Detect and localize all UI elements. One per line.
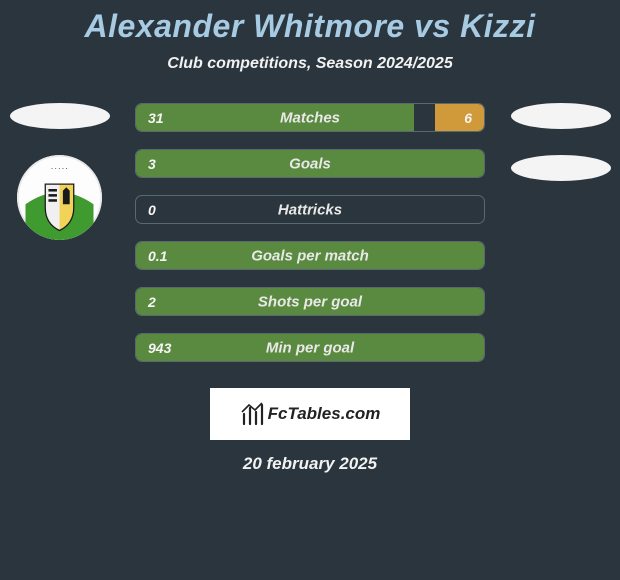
stat-label: Shots per goal: [258, 293, 362, 310]
page-title: Alexander Whitmore vs Kizzi: [0, 8, 620, 45]
stat-value-right: 6: [464, 110, 472, 126]
stats-table: 31 6 Matches 3 Goals 0 Hattricks 0.1 Goals per m…: [135, 103, 485, 362]
stat-row: 31 6 Matches: [135, 103, 485, 132]
right-ellipse-placeholder-1: [511, 103, 611, 129]
stat-row: 3 Goals: [135, 149, 485, 178]
stat-value-left: 0.1: [148, 248, 167, 264]
stat-label: Goals per match: [251, 247, 369, 264]
date-line: 20 february 2025: [0, 454, 620, 474]
svg-text:· · · · ·: · · · · ·: [51, 166, 68, 172]
stat-row: 943 Min per goal: [135, 333, 485, 362]
crest-svg-icon: · · · · ·: [17, 155, 102, 240]
stat-label: Min per goal: [266, 339, 354, 356]
stat-value-left: 943: [148, 340, 171, 356]
bar-right: [435, 104, 484, 131]
subtitle: Club competitions, Season 2024/2025: [0, 55, 620, 73]
stat-row: 2 Shots per goal: [135, 287, 485, 316]
stat-label: Matches: [280, 109, 340, 126]
right-player-column: [503, 103, 618, 207]
left-ellipse-placeholder: [10, 103, 110, 129]
right-ellipse-placeholder-2: [511, 155, 611, 181]
comparison-card: Alexander Whitmore vs Kizzi Club competi…: [0, 0, 620, 474]
stat-row: 0 Hattricks: [135, 195, 485, 224]
stat-value-left: 2: [148, 294, 156, 310]
left-club-crest: · · · · ·: [17, 155, 102, 240]
left-player-column: · · · · ·: [2, 103, 117, 240]
stat-row: 0.1 Goals per match: [135, 241, 485, 270]
brand-text: FcTables.com: [268, 404, 381, 424]
brand-box: FcTables.com: [210, 388, 410, 440]
body-wrap: · · · · · 31 6 Matches 3 Goals 0 Hattricks 0.1 G…: [0, 103, 620, 362]
bar-left: [136, 104, 414, 131]
stat-value-left: 3: [148, 156, 156, 172]
stat-label: Hattricks: [278, 201, 342, 218]
stat-label: Goals: [289, 155, 331, 172]
brand-logo-icon: [240, 402, 264, 426]
stat-value-left: 0: [148, 202, 156, 218]
stat-value-left: 31: [148, 110, 164, 126]
